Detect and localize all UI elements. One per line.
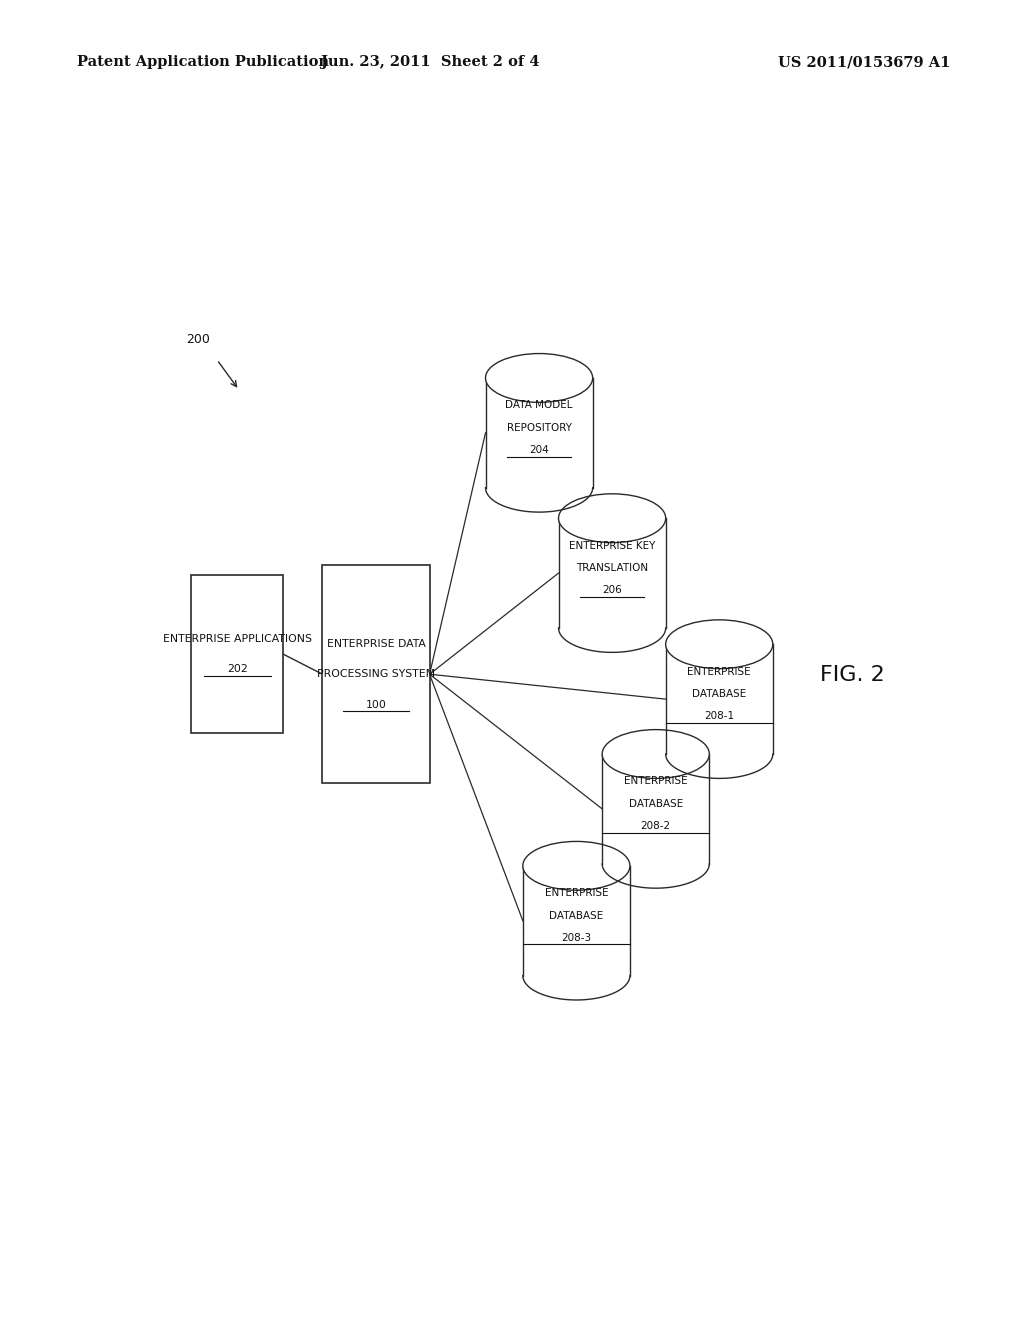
Bar xyxy=(523,866,630,975)
Ellipse shape xyxy=(666,620,773,669)
Text: 206: 206 xyxy=(602,585,622,595)
Text: 208-3: 208-3 xyxy=(561,933,592,942)
Text: PROCESSING SYSTEM: PROCESSING SYSTEM xyxy=(317,669,435,680)
Text: 202: 202 xyxy=(226,664,248,675)
Ellipse shape xyxy=(523,841,630,890)
Text: 200: 200 xyxy=(186,333,210,346)
Text: DATABASE: DATABASE xyxy=(692,689,746,700)
Text: Patent Application Publication: Patent Application Publication xyxy=(77,55,329,70)
Text: ENTERPRISE: ENTERPRISE xyxy=(624,776,687,787)
Text: FIG. 2: FIG. 2 xyxy=(820,665,885,685)
Text: ENTERPRISE APPLICATIONS: ENTERPRISE APPLICATIONS xyxy=(163,634,311,644)
Text: 208-2: 208-2 xyxy=(641,821,671,832)
Text: REPOSITORY: REPOSITORY xyxy=(507,422,571,433)
Text: 208-1: 208-1 xyxy=(705,711,734,722)
Text: Jun. 23, 2011  Sheet 2 of 4: Jun. 23, 2011 Sheet 2 of 4 xyxy=(321,55,540,70)
Text: TRANSLATION: TRANSLATION xyxy=(577,564,648,573)
Text: ENTERPRISE DATA: ENTERPRISE DATA xyxy=(327,639,425,648)
Text: ENTERPRISE: ENTERPRISE xyxy=(545,888,608,898)
Bar xyxy=(602,754,710,863)
Ellipse shape xyxy=(485,354,593,403)
Text: DATA MODEL: DATA MODEL xyxy=(505,400,572,411)
Ellipse shape xyxy=(558,494,666,543)
Text: US 2011/0153679 A1: US 2011/0153679 A1 xyxy=(778,55,950,70)
Bar xyxy=(191,576,283,733)
Text: DATABASE: DATABASE xyxy=(629,799,683,809)
Bar xyxy=(323,565,430,784)
Text: DATABASE: DATABASE xyxy=(549,911,603,920)
Bar xyxy=(558,519,666,628)
Text: ENTERPRISE: ENTERPRISE xyxy=(687,667,751,677)
Bar xyxy=(666,644,773,754)
Bar xyxy=(485,378,593,487)
Text: 100: 100 xyxy=(366,700,386,710)
Ellipse shape xyxy=(602,730,710,779)
Text: 204: 204 xyxy=(529,445,549,455)
Text: ENTERPRISE KEY: ENTERPRISE KEY xyxy=(569,541,655,550)
